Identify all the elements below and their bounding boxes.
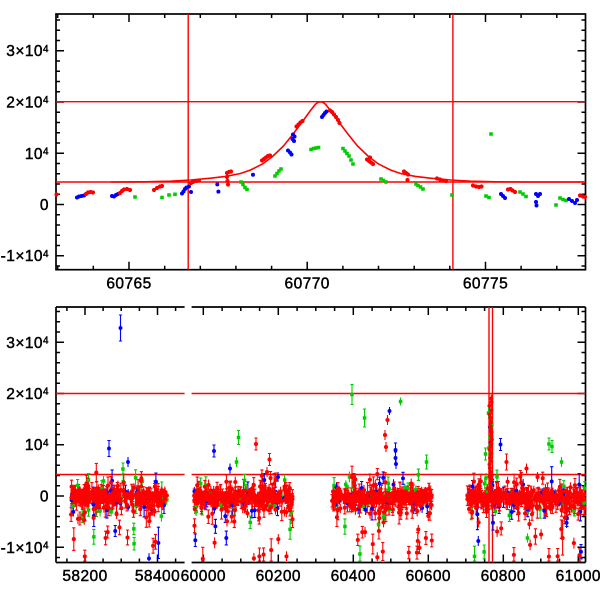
svg-text:0: 0 [40, 197, 49, 214]
svg-text:0: 0 [40, 489, 49, 506]
svg-text:60765: 60765 [106, 276, 151, 293]
svg-text:60000: 60000 [181, 568, 226, 585]
svg-text:-1×104: -1×104 [1, 248, 49, 265]
svg-text:60400: 60400 [331, 568, 376, 585]
svg-text:2×104: 2×104 [6, 95, 49, 112]
svg-text:58400: 58400 [135, 568, 180, 585]
svg-text:3×104: 3×104 [6, 43, 49, 60]
svg-text:-1×104: -1×104 [1, 540, 49, 557]
svg-text:104: 104 [25, 437, 49, 454]
svg-text:60800: 60800 [481, 568, 526, 585]
svg-text:3×104: 3×104 [6, 335, 49, 352]
svg-text:60200: 60200 [256, 568, 301, 585]
svg-text:60770: 60770 [285, 276, 330, 293]
svg-text:60775: 60775 [463, 276, 508, 293]
svg-text:2×104: 2×104 [6, 386, 49, 403]
svg-text:61000: 61000 [556, 568, 600, 585]
svg-text:60600: 60600 [406, 568, 451, 585]
svg-text:58200: 58200 [62, 568, 107, 585]
svg-text:104: 104 [25, 146, 49, 163]
